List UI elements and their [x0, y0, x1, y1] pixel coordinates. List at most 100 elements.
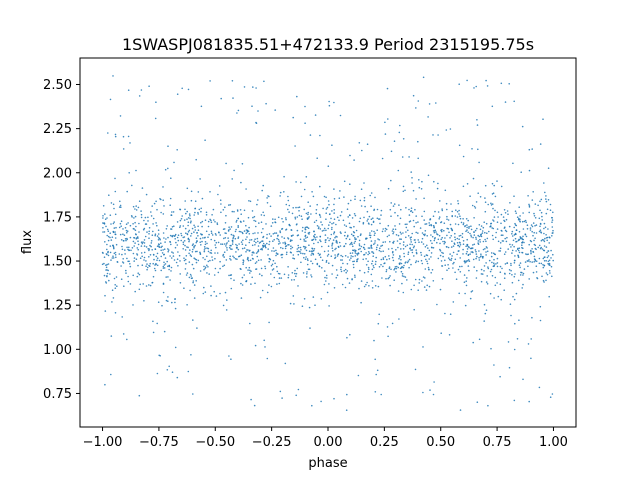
data-point [119, 115, 122, 117]
data-point [336, 216, 339, 219]
data-point [349, 214, 351, 216]
data-point [179, 282, 182, 284]
data-point [449, 128, 452, 130]
data-point [255, 225, 257, 228]
data-point [369, 232, 371, 234]
data-point [186, 272, 189, 274]
data-point [112, 231, 115, 233]
data-point [225, 245, 227, 247]
data-point [255, 261, 258, 263]
data-point [137, 264, 139, 267]
data-point [250, 239, 253, 241]
y-tick-label: 2.50 [43, 78, 72, 93]
data-point [551, 393, 554, 395]
data-point [196, 327, 198, 329]
data-point [351, 217, 354, 219]
data-point [382, 228, 385, 230]
data-point [370, 273, 373, 276]
data-point [490, 255, 493, 258]
data-point [426, 262, 429, 265]
data-point [520, 171, 522, 173]
data-point [158, 246, 161, 248]
data-point [469, 195, 471, 197]
data-point [214, 244, 216, 246]
data-point [133, 245, 135, 247]
data-point [249, 272, 251, 274]
data-point [142, 283, 144, 285]
data-point [503, 253, 506, 255]
data-point [160, 198, 162, 201]
data-point [114, 251, 117, 254]
data-point [254, 220, 257, 222]
data-point [411, 251, 414, 254]
x-axis-ticks: −1.00 −0.75 −0.50 −0.25 0.00 0.25 0.50 0.75 1.00 [83, 427, 568, 450]
data-point [276, 265, 278, 268]
data-point [308, 250, 311, 252]
data-point [439, 200, 441, 202]
data-point [249, 259, 252, 262]
data-point [113, 207, 115, 210]
data-point [206, 272, 208, 274]
data-point [333, 101, 335, 104]
data-point [471, 204, 474, 207]
data-point [475, 277, 478, 279]
data-point [199, 252, 202, 255]
data-point [344, 231, 347, 234]
data-point [319, 214, 321, 217]
data-point [389, 208, 392, 211]
data-point [122, 233, 124, 235]
data-point [241, 284, 244, 286]
data-point [304, 231, 306, 234]
data-point [284, 362, 287, 365]
data-point [347, 216, 350, 218]
data-point [345, 271, 348, 274]
data-point [373, 230, 375, 233]
data-point [343, 245, 346, 247]
data-point [283, 175, 285, 178]
data-point [134, 208, 136, 210]
data-point [331, 245, 333, 247]
data-point [328, 203, 330, 206]
data-point [150, 211, 152, 213]
data-point [534, 225, 536, 227]
data-point [454, 258, 457, 261]
data-point [424, 223, 427, 225]
data-point [542, 249, 545, 252]
data-point [313, 230, 315, 233]
data-point [209, 218, 211, 221]
data-point [192, 281, 194, 284]
data-point [316, 157, 319, 159]
data-point [469, 297, 472, 300]
data-point [193, 284, 196, 286]
data-point [301, 230, 304, 232]
data-point [425, 223, 428, 225]
data-point [495, 231, 498, 234]
data-point [245, 266, 247, 269]
data-point [148, 237, 150, 239]
data-point [174, 246, 177, 249]
data-point [147, 220, 149, 222]
data-point [521, 125, 524, 128]
data-point [436, 241, 438, 244]
data-point [377, 322, 380, 325]
data-point [176, 236, 179, 239]
data-point [328, 104, 331, 107]
data-point [145, 285, 148, 287]
data-point [481, 230, 484, 232]
data-point [479, 228, 482, 231]
data-point [325, 239, 327, 241]
data-point [235, 243, 237, 246]
data-point [326, 255, 329, 257]
data-point [427, 247, 429, 249]
data-point [550, 265, 553, 268]
data-point [422, 243, 425, 245]
data-point [214, 267, 217, 270]
data-point [228, 226, 230, 228]
data-point [169, 240, 171, 243]
data-point [211, 256, 213, 258]
data-point [314, 258, 317, 261]
data-point [183, 240, 186, 242]
data-point [352, 234, 355, 237]
data-point [497, 240, 500, 243]
data-point [473, 205, 476, 208]
